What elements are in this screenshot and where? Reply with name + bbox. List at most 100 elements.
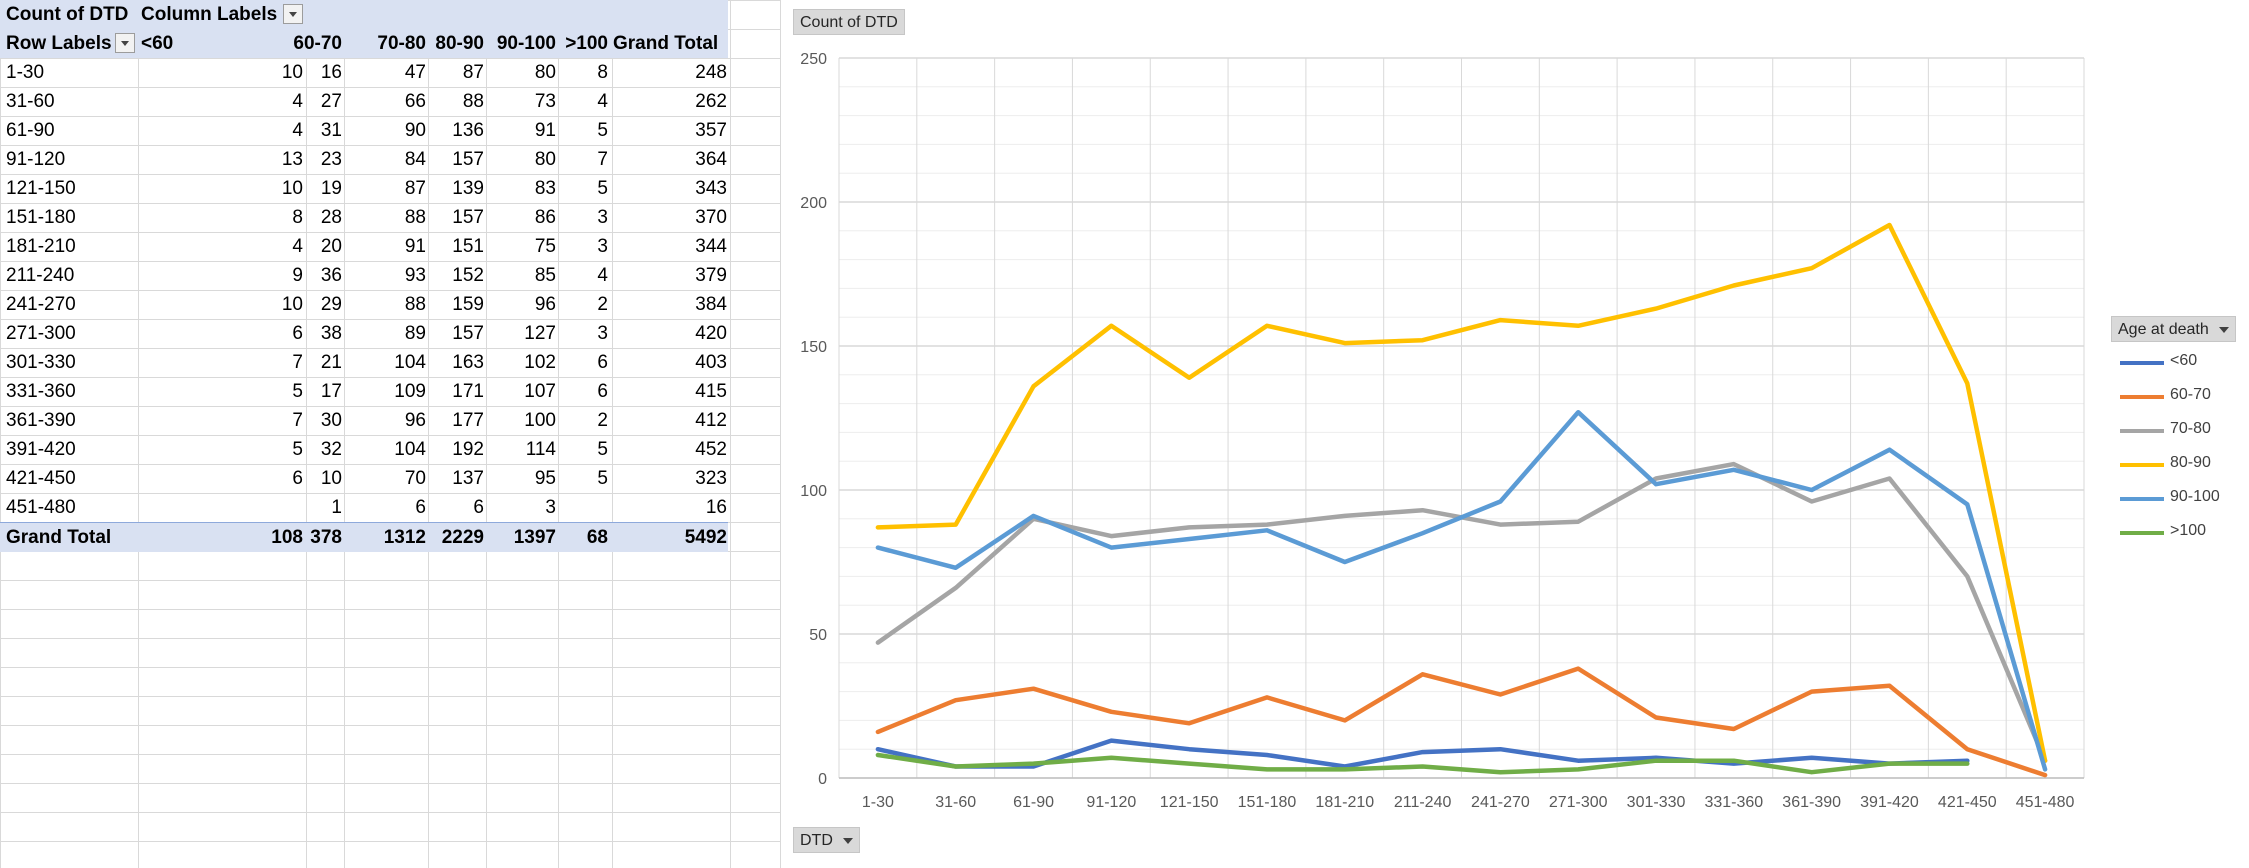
table-cell[interactable]: 364	[695, 149, 727, 170]
table-cell[interactable]: 13	[281, 149, 303, 170]
axis-field-button[interactable]: DTD	[793, 827, 860, 853]
table-cell[interactable]: 177	[452, 410, 484, 431]
row-label[interactable]: 361-390	[6, 410, 76, 431]
row-label[interactable]: 181-210	[6, 236, 76, 257]
table-cell[interactable]: 4	[292, 120, 303, 141]
table-cell[interactable]: 343	[695, 178, 727, 199]
table-cell[interactable]: 102	[524, 352, 556, 373]
table-cell[interactable]: 84	[404, 149, 426, 170]
pivot-title[interactable]: Count of DTD	[6, 4, 129, 25]
column-labels-header[interactable]: Column Labels	[141, 4, 278, 25]
row-label[interactable]: 211-240	[6, 265, 75, 286]
table-cell[interactable]: 262	[695, 91, 727, 112]
table-cell[interactable]: 3	[545, 497, 556, 518]
table-cell[interactable]: 3	[597, 207, 608, 228]
table-cell[interactable]: 452	[695, 439, 727, 460]
table-cell[interactable]: 163	[452, 352, 484, 373]
table-cell[interactable]: 16	[320, 62, 342, 83]
total-cell[interactable]: 1397	[513, 527, 556, 548]
table-cell[interactable]: 384	[695, 294, 727, 315]
table-cell[interactable]: 36	[320, 265, 342, 286]
table-cell[interactable]: 16	[705, 497, 727, 518]
table-cell[interactable]: 139	[452, 178, 484, 199]
table-cell[interactable]: 10	[281, 62, 303, 83]
table-cell[interactable]: 248	[695, 62, 727, 83]
table-cell[interactable]: 357	[695, 120, 727, 141]
line-chart-plot[interactable]: 0 50 100 150 200 250 1-30 31-60 61-90 91-120 121-1…	[781, 0, 2249, 868]
total-cell[interactable]: 2229	[441, 527, 484, 548]
row-label[interactable]: 91-120	[6, 149, 66, 170]
table-cell[interactable]: 379	[695, 265, 727, 286]
row-label[interactable]: 421-450	[6, 468, 76, 489]
table-cell[interactable]: 159	[452, 294, 484, 315]
table-cell[interactable]: 32	[320, 439, 342, 460]
table-cell[interactable]: 8	[292, 207, 303, 228]
table-cell[interactable]: 88	[404, 207, 426, 228]
table-cell[interactable]: 2	[597, 410, 608, 431]
spreadsheet-grid[interactable]: Count of DTD Column Labels Row Labels <6…	[0, 0, 780, 868]
table-cell[interactable]: 4	[597, 265, 608, 286]
table-cell[interactable]: 29	[320, 294, 342, 315]
pivot-chart[interactable]: Count of DTD 0 50 100 150 200 250 1-30 31-60 61-…	[780, 0, 2249, 868]
table-cell[interactable]: 5	[292, 439, 303, 460]
value-field-button[interactable]: Count of DTD	[793, 9, 905, 35]
table-cell[interactable]: 4	[292, 236, 303, 257]
table-cell[interactable]: 6	[415, 497, 426, 518]
table-cell[interactable]: 100	[524, 410, 556, 431]
table-cell[interactable]: 7	[292, 410, 303, 431]
table-cell[interactable]: 5	[597, 120, 608, 141]
table-cell[interactable]: 370	[695, 207, 727, 228]
table-cell[interactable]: 66	[404, 91, 426, 112]
table-cell[interactable]: 136	[452, 120, 484, 141]
row-labels-header[interactable]: Row Labels	[6, 33, 112, 54]
table-cell[interactable]: 88	[462, 91, 484, 112]
table-cell[interactable]: 95	[534, 468, 556, 489]
table-cell[interactable]: 6	[597, 381, 608, 402]
table-cell[interactable]: 1	[331, 497, 342, 518]
table-cell[interactable]: 152	[452, 265, 484, 286]
total-cell[interactable]: 108	[271, 527, 303, 548]
table-cell[interactable]: 31	[320, 120, 342, 141]
table-cell[interactable]: 47	[404, 62, 426, 83]
table-cell[interactable]: 91	[404, 236, 426, 257]
table-cell[interactable]: 157	[452, 149, 484, 170]
table-cell[interactable]: 28	[320, 207, 342, 228]
table-cell[interactable]: 90	[404, 120, 426, 141]
table-cell[interactable]: 23	[320, 149, 342, 170]
table-cell[interactable]: 415	[695, 381, 727, 402]
table-cell[interactable]: 75	[534, 236, 556, 257]
table-cell[interactable]: 6	[597, 352, 608, 373]
table-cell[interactable]: 151	[452, 236, 484, 257]
table-cell[interactable]: 5	[292, 381, 303, 402]
table-cell[interactable]: 104	[394, 439, 426, 460]
table-cell[interactable]: 7	[292, 352, 303, 373]
table-cell[interactable]: 38	[320, 323, 342, 344]
table-cell[interactable]: 157	[452, 323, 484, 344]
table-cell[interactable]: 403	[695, 352, 727, 373]
table-cell[interactable]: 85	[534, 265, 556, 286]
column-header[interactable]: >100	[565, 33, 608, 54]
table-cell[interactable]: 21	[320, 352, 342, 373]
table-cell[interactable]: 83	[534, 178, 556, 199]
table-cell[interactable]: 91	[534, 120, 556, 141]
table-cell[interactable]: 10	[320, 468, 342, 489]
table-cell[interactable]: 87	[404, 178, 426, 199]
legend-field-button[interactable]: Age at death	[2111, 316, 2236, 342]
column-header[interactable]: 80-90	[435, 33, 484, 54]
table-cell[interactable]: 192	[452, 439, 484, 460]
row-label[interactable]: 1-30	[6, 62, 45, 83]
table-cell[interactable]: 420	[695, 323, 727, 344]
table-cell[interactable]: 5	[597, 178, 608, 199]
total-cell[interactable]: 5492	[684, 527, 727, 548]
row-labels-filter-button[interactable]	[115, 33, 135, 53]
table-cell[interactable]: 412	[695, 410, 727, 431]
table-cell[interactable]: 27	[320, 91, 342, 112]
table-cell[interactable]: 10	[281, 294, 303, 315]
table-cell[interactable]: 104	[394, 352, 426, 373]
table-cell[interactable]: 109	[394, 381, 426, 402]
table-cell[interactable]: 171	[452, 381, 484, 402]
row-label[interactable]: 61-90	[6, 120, 55, 141]
table-cell[interactable]: 80	[534, 62, 556, 83]
table-cell[interactable]: 344	[695, 236, 727, 257]
table-cell[interactable]: 5	[597, 468, 608, 489]
